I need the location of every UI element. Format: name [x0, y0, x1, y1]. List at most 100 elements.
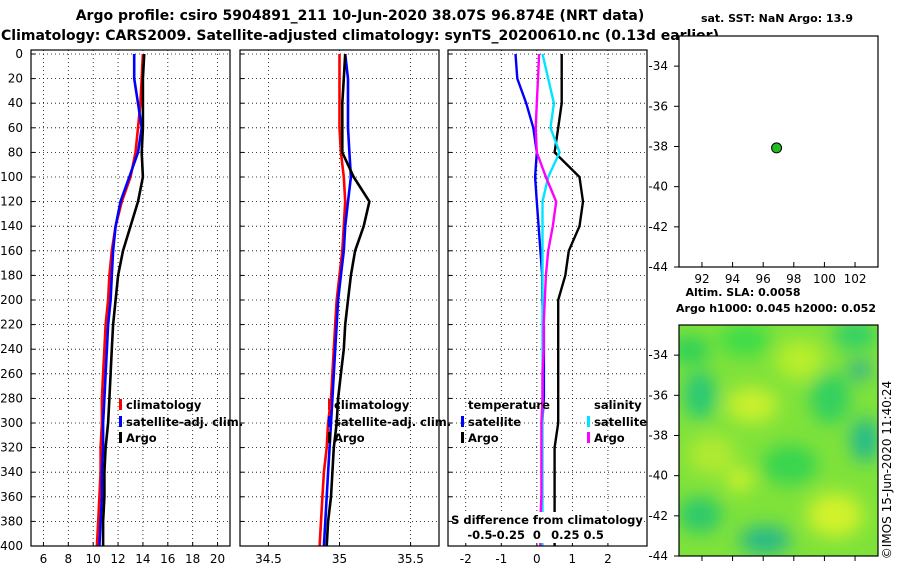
depth-tick-label: 80 — [8, 145, 23, 159]
sla-map-title: Altim. SLA: 0.0058 — [685, 286, 800, 299]
temperature-x-axis: 6 8 10 12 14 16 18 20 — [40, 542, 225, 566]
lon-tick-label: 92 — [694, 272, 709, 286]
sst-map-title: sat. SST: NaN Argo: 13.9 — [701, 12, 853, 25]
legend-swatch-temp-argo — [461, 432, 464, 443]
depth-tick-label: 60 — [8, 121, 23, 135]
lon-tick-label: 98 — [786, 272, 801, 286]
legend-label-climatology: climatology — [334, 398, 410, 412]
sla-map-lon-ticks — [701, 556, 856, 561]
x-tick-label: 18 — [185, 552, 200, 566]
temperature-grid — [31, 50, 230, 547]
difference-legend: temperature salinity satellite Argo sate… — [461, 398, 647, 445]
legend-label-sal-satellite: satellite — [594, 415, 647, 429]
x-tick-label: 35.5 — [397, 552, 424, 566]
x-tick-label: 16 — [160, 552, 175, 566]
depth-tick-label: 140 — [0, 219, 23, 233]
x-tick-label: 10 — [86, 552, 101, 566]
depth-tick-label: 160 — [0, 244, 23, 258]
legend-label-temp-argo: Argo — [468, 431, 499, 445]
x-tick-label: 12 — [110, 552, 125, 566]
series-line-argo — [101, 53, 146, 546]
sla-blob — [807, 493, 863, 537]
series-line-climatology — [318, 54, 347, 546]
s-tick-label: 0.5 — [584, 528, 604, 542]
depth-tick-label: 180 — [0, 268, 23, 282]
salinity-series — [318, 53, 371, 546]
sla-heatmap-blobs — [679, 325, 878, 554]
sla-heatmap — [679, 325, 878, 556]
depth-tick-label: 20 — [8, 72, 23, 86]
series-line-temperature-satellite — [514, 53, 546, 546]
s-tick-label: 0 — [533, 528, 541, 542]
depth-axis: 0 20 40 60 80 100 120 140 160 180 200 220 240 260 280 3… — [0, 47, 23, 553]
figure-title-line2: Climatology: CARS2009. Satellite-adjuste… — [1, 28, 719, 44]
sla-map-panel: Altim. SLA: 0.0058 Argo h1000: 0.045 h20… — [648, 286, 879, 563]
x-tick-label: 2 — [604, 552, 612, 566]
legend-swatch-sal-satellite — [587, 416, 590, 427]
x-tick-label: 8 — [64, 552, 72, 566]
depth-tick-label: 400 — [0, 539, 23, 553]
legend-label-argo: Argo — [126, 431, 157, 445]
difference-frame — [447, 49, 648, 547]
s-tick-label: 0.25 — [551, 528, 579, 542]
legend-swatch-argo — [328, 432, 331, 443]
series-line-climatology — [95, 53, 145, 546]
s-axis-title: S difference from climatology — [451, 513, 643, 527]
sla-blob — [739, 526, 791, 554]
legend-heading-salinity: salinity — [594, 398, 642, 412]
sla-map-lat-axis: -34 -36 -38 -40 -42 -44 — [648, 348, 679, 563]
depth-tick-label: 40 — [8, 96, 23, 110]
legend-label-argo: Argo — [334, 431, 365, 445]
depth-tick-label: 100 — [0, 170, 23, 184]
argo-float-marker — [771, 142, 783, 154]
sla-blob — [850, 360, 870, 380]
imos-watermark: ©IMOS 15-Jun-2020 11:40:24 — [880, 381, 894, 559]
depth-tick-label: 340 — [0, 465, 23, 479]
depth-tick-label: 320 — [0, 441, 23, 455]
legend-label-satellite: satellite-adj. clim. — [126, 415, 243, 429]
x-tick-label: -1 — [495, 552, 507, 566]
depth-tick-label: 280 — [0, 391, 23, 405]
sla-blob — [833, 325, 877, 349]
x-tick-label: 6 — [40, 552, 48, 566]
legend-swatch-argo — [119, 432, 122, 443]
legend-swatch-temp-satellite — [461, 416, 464, 427]
series-line-temperature-argo — [553, 54, 585, 546]
legend-heading-temperature: temperature — [468, 398, 550, 412]
sst-map-lat-axis: -34 -36 -38 -40 -42 -44 — [648, 59, 679, 274]
lon-tick-label: 100 — [813, 272, 836, 286]
temperature-panel: 6 8 10 12 14 16 18 20 climatology satellite-adj… — [30, 49, 243, 566]
series-line-satellite-adj-clim- — [322, 53, 353, 546]
depth-tick-label: 200 — [0, 293, 23, 307]
temperature-legend: climatology satellite-adj. clim. Argo — [119, 398, 243, 445]
sla-blob — [688, 435, 736, 475]
legend-swatch-satellite — [119, 416, 122, 427]
series-line-satellite-adj-clim- — [98, 54, 143, 546]
sla-blob — [719, 325, 771, 356]
legend-swatch-sal-argo — [587, 432, 590, 443]
lat-tick-label: -40 — [648, 180, 668, 194]
lat-tick-label: -44 — [648, 260, 668, 274]
lat-tick-label: -42 — [648, 509, 668, 523]
sla-blob — [810, 372, 850, 424]
lat-tick-label: -36 — [648, 388, 668, 402]
sla-blob — [679, 497, 722, 533]
sla-blob — [726, 387, 778, 423]
depth-tick-label: 360 — [0, 490, 23, 504]
depth-tick-label: 260 — [0, 367, 23, 381]
depth-tick-label: 220 — [0, 318, 23, 332]
lat-tick-label: -36 — [648, 99, 668, 113]
legend-label-climatology: climatology — [126, 398, 202, 412]
legend-label-satellite: satellite-adj. clim. — [334, 415, 451, 429]
series-line-argo — [325, 53, 371, 546]
figure-title-line1: Argo profile: csiro 5904891_211 10-Jun-2… — [76, 8, 645, 24]
s-axis-background — [456, 512, 638, 543]
sla-blob — [679, 336, 710, 364]
lat-tick-label: -34 — [648, 348, 668, 362]
legend-swatch-climatology — [328, 399, 331, 410]
temperature-series — [95, 53, 146, 546]
difference-grid — [448, 50, 647, 547]
lon-tick-label: 94 — [725, 272, 740, 286]
depth-tick-label: 380 — [0, 514, 23, 528]
